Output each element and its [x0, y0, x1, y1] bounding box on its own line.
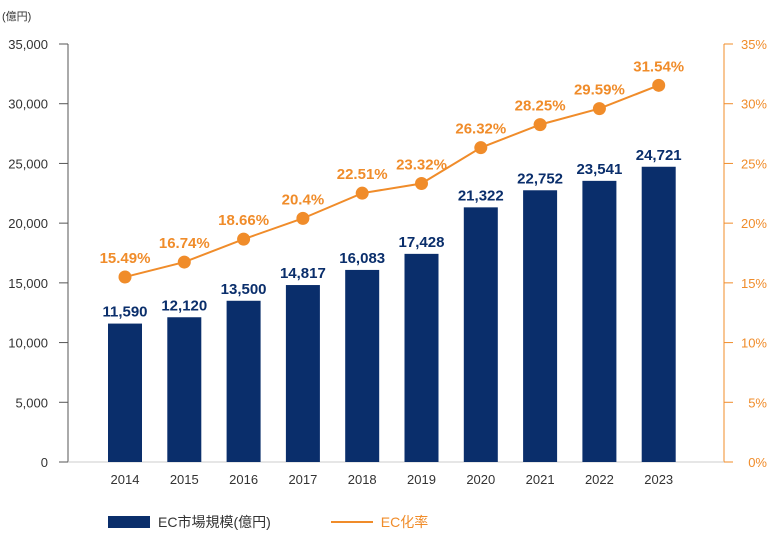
line-point	[237, 232, 251, 246]
x-tick-label: 2023	[644, 472, 673, 487]
bar-value-label: 14,817	[280, 265, 326, 282]
line-series	[124, 84, 660, 278]
line-value-label: 20.4%	[282, 191, 325, 208]
line-value-label: 16.74%	[159, 235, 210, 252]
legend-bar-label: EC市場規模(億円)	[158, 514, 271, 530]
y-left-tick-label: 25,000	[8, 156, 48, 171]
bar-value-label: 22,752	[517, 170, 563, 187]
line-value-label: 29.59%	[574, 82, 625, 99]
bar	[582, 180, 617, 462]
y-right-tick-label: 35%	[741, 37, 767, 52]
line-point	[652, 78, 666, 92]
y-right-tick-label: 10%	[741, 336, 767, 351]
legend: EC市場規模(億円) EC化率	[108, 512, 428, 532]
y-left-tick-label: 0	[41, 455, 48, 470]
bar	[523, 190, 558, 462]
legend-bar-swatch	[108, 516, 150, 528]
bar	[226, 300, 261, 462]
bar	[404, 253, 439, 462]
line-point	[296, 211, 310, 225]
bar-value-label: 12,120	[161, 297, 207, 314]
y-left-tick-label: 5,000	[15, 395, 48, 410]
bar-value-label: 24,721	[636, 147, 682, 164]
bar	[345, 269, 380, 462]
line-point	[355, 186, 369, 200]
bar-value-label: 23,541	[576, 161, 622, 178]
x-tick-label: 2015	[170, 472, 199, 487]
x-tick-label: 2020	[466, 472, 495, 487]
y-left-tick-label: 15,000	[8, 276, 48, 291]
y-axis-unit-label: (億円)	[2, 11, 32, 23]
line-value-label: 23.32%	[396, 156, 447, 173]
y-left-tick-label: 20,000	[8, 216, 48, 231]
bar	[285, 285, 320, 462]
line-value-label: 28.25%	[515, 98, 566, 115]
legend-line-swatch	[330, 521, 373, 523]
line-point	[592, 102, 606, 116]
bar	[463, 207, 498, 462]
bar-value-label: 17,428	[399, 234, 445, 251]
line-value-label: 26.32%	[455, 121, 506, 138]
bar-value-label: 16,083	[339, 250, 385, 267]
y-right-tick-label: 25%	[741, 156, 767, 171]
y-right-tick-label: 15%	[741, 276, 767, 291]
line-value-label: 18.66%	[218, 212, 269, 229]
line-point	[118, 270, 132, 284]
y-right-tick-label: 20%	[741, 216, 767, 231]
x-tick-label: 2017	[288, 472, 317, 487]
line-point	[415, 176, 428, 190]
bar	[641, 166, 676, 463]
y-right-tick-label: 5%	[748, 395, 767, 410]
line-value-label: 22.51%	[337, 166, 388, 183]
y-left-tick-label: 10,000	[8, 336, 48, 351]
legend-line-label: EC化率	[380, 514, 429, 530]
bar	[167, 317, 202, 462]
line-point	[177, 255, 191, 269]
line-point	[474, 141, 488, 155]
y-left-tick-label: 30,000	[8, 97, 48, 112]
x-tick-label: 2022	[585, 472, 614, 487]
x-tick-label: 2021	[526, 472, 555, 487]
bar-value-label: 13,500	[221, 281, 267, 298]
x-tick-label: 2016	[229, 472, 258, 487]
bar-value-label: 21,322	[458, 187, 504, 204]
line-point	[533, 118, 547, 132]
y-right-tick-label: 30%	[741, 97, 767, 112]
x-tick-label: 2018	[348, 472, 377, 487]
line-value-label: 15.49%	[100, 250, 151, 267]
y-left-tick-label: 35,000	[8, 37, 48, 52]
bar-value-label: 11,590	[102, 304, 147, 321]
x-tick-label: 2019	[407, 472, 436, 487]
y-right-tick-label: 0%	[748, 455, 767, 470]
line-value-label: 31.54%	[633, 58, 684, 75]
bar	[108, 323, 142, 462]
x-tick-label: 2014	[111, 472, 140, 487]
